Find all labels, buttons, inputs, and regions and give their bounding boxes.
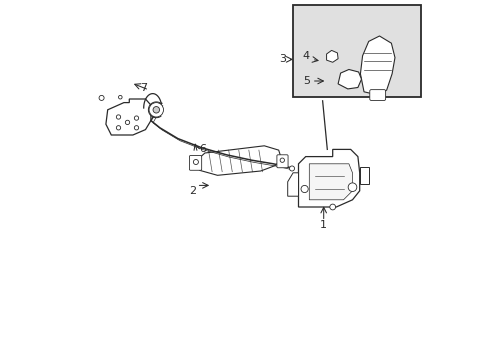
Circle shape [134,126,139,130]
Polygon shape [106,99,151,135]
Circle shape [149,103,163,117]
FancyBboxPatch shape [276,155,287,168]
Text: 3: 3 [278,54,285,64]
Text: 2: 2 [188,186,196,196]
Circle shape [116,126,121,130]
Text: 4: 4 [302,51,309,61]
Polygon shape [197,146,281,175]
Circle shape [301,185,307,193]
Circle shape [347,183,356,192]
Text: 5: 5 [302,76,309,86]
Polygon shape [298,149,359,207]
Circle shape [125,120,129,125]
Bar [292,5,420,97]
Text: 6: 6 [199,144,206,154]
Text: 1: 1 [320,220,326,230]
Polygon shape [359,167,368,184]
Circle shape [99,95,104,100]
FancyBboxPatch shape [369,90,385,100]
Circle shape [116,115,121,119]
Polygon shape [360,36,394,95]
Circle shape [134,116,139,120]
Text: 7: 7 [140,83,147,93]
Circle shape [329,204,335,210]
Circle shape [280,158,284,162]
Circle shape [118,95,122,99]
Polygon shape [287,173,298,196]
Polygon shape [337,69,361,89]
Circle shape [289,166,294,171]
Circle shape [193,159,198,165]
FancyBboxPatch shape [189,156,201,170]
Polygon shape [309,164,352,200]
Polygon shape [326,50,337,62]
Circle shape [153,107,159,113]
